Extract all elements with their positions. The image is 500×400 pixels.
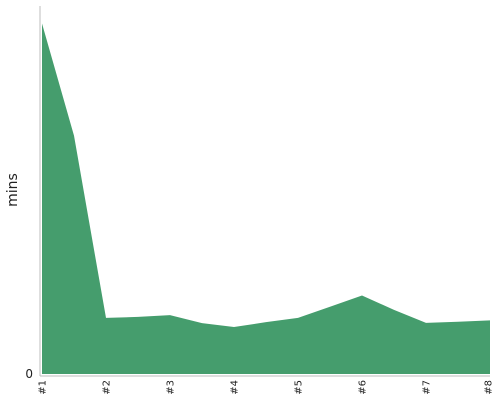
y-tick-labels: 0 bbox=[25, 367, 33, 381]
x-tick-label: #7 bbox=[422, 380, 433, 395]
area-layer bbox=[42, 23, 490, 374]
x-tick-label: #3 bbox=[166, 380, 177, 395]
x-tick-label: #5 bbox=[294, 380, 305, 395]
y-tick-label: 0 bbox=[25, 367, 33, 381]
x-tick-label: #8 bbox=[484, 380, 495, 395]
y-axis-label: mins bbox=[5, 173, 21, 207]
x-tick-label: #6 bbox=[358, 380, 369, 395]
x-tick-label: #4 bbox=[230, 380, 241, 395]
x-tick-label: #1 bbox=[38, 380, 49, 395]
x-tick-label: #2 bbox=[102, 380, 113, 395]
axis-layer bbox=[39, 6, 490, 377]
area-series bbox=[42, 23, 490, 374]
x-tick-labels: #1 #2 #3 #4 #5 #6 #7 #8 bbox=[38, 380, 495, 395]
